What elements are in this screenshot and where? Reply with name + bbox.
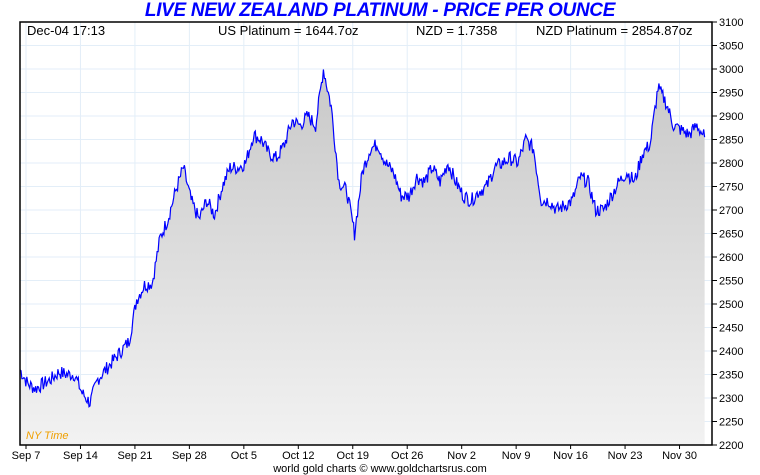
y-tick-label: 2250	[719, 417, 743, 429]
y-tick-label: 2850	[719, 135, 743, 147]
y-tick-label: 3000	[719, 64, 743, 76]
x-tick-label: Sep 7	[12, 450, 41, 462]
y-tick-label: 2750	[719, 182, 743, 194]
y-tick-label: 3100	[719, 17, 743, 29]
x-tick-label: Nov 16	[553, 450, 588, 462]
x-tick-label: Oct 12	[282, 450, 314, 462]
price-line	[19, 69, 706, 408]
y-tick-label: 2200	[719, 440, 743, 452]
y-tick-label: 2650	[719, 229, 743, 241]
fx-rate-label: NZD = 1.7358	[416, 23, 498, 38]
x-tick-label: Oct 5	[231, 450, 257, 462]
y-tick-label: 2700	[719, 205, 743, 217]
y-tick-label: 2300	[719, 393, 743, 405]
x-tick-label: Oct 26	[391, 450, 423, 462]
x-tick-label: Nov 23	[608, 450, 643, 462]
x-tick-label: Nov 2	[447, 450, 476, 462]
x-tick-label: Nov 9	[502, 450, 531, 462]
us-price-label: US Platinum = 1644.7oz	[218, 23, 359, 38]
y-tick-label: 2600	[719, 252, 743, 264]
x-tick-label: Nov 30	[662, 450, 697, 462]
plot-frame	[19, 21, 713, 446]
datetime-label: Dec-04 17:13	[27, 23, 106, 38]
y-tick-label: 2350	[719, 370, 743, 382]
y-tick-label: 2900	[719, 111, 743, 123]
timezone-label: NY Time	[26, 430, 69, 442]
x-tick-label: Sep 14	[63, 450, 98, 462]
y-tick-label: 2450	[719, 323, 743, 335]
y-tick-label: 2550	[719, 276, 743, 288]
x-tick-label: Sep 28	[172, 450, 207, 462]
y-tick-label: 3050	[719, 41, 743, 53]
area-fill	[20, 69, 705, 445]
x-tick-label: Oct 19	[337, 450, 369, 462]
x-tick-label: Sep 21	[117, 450, 152, 462]
footer-credit: world gold charts © www.goldchartsrus.co…	[273, 463, 487, 475]
local-price-label: NZD Platinum = 2854.87oz	[536, 23, 693, 38]
chart-title: LIVE NEW ZEALAND PLATINUM - PRICE PER OU…	[144, 0, 616, 21]
y-tick-label: 2400	[719, 346, 743, 358]
y-tick-label: 2500	[719, 299, 743, 311]
y-tick-label: 2800	[719, 158, 743, 170]
y-tick-label: 2950	[719, 88, 743, 100]
